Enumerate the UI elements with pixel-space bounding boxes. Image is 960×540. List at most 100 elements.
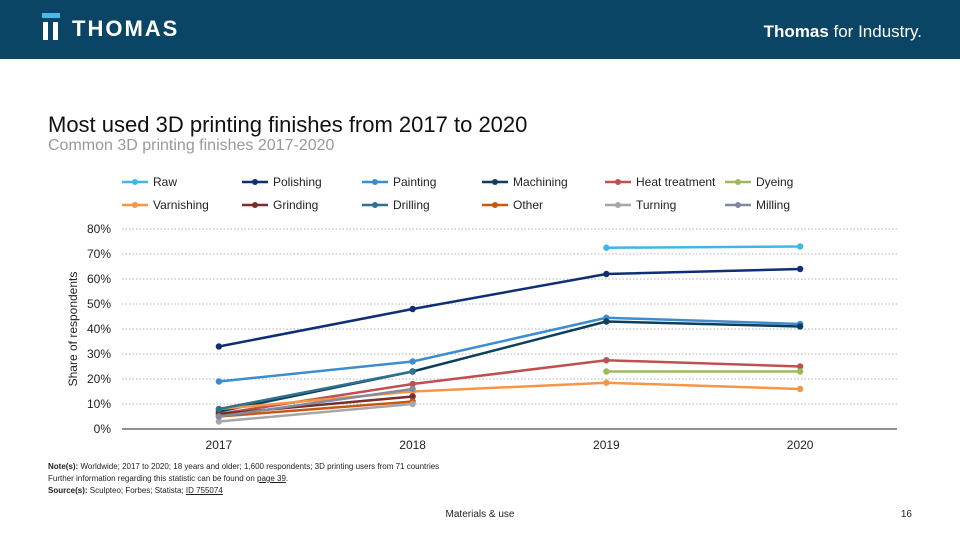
legend-label-other: Other [513,198,544,212]
series-line-milling [218,387,413,418]
series-line-painting [218,316,801,383]
thomas-logo-icon [42,13,60,41]
data-point-varnishing [796,385,804,393]
y-tick-label: 80% [87,222,111,236]
legend-swatch-raw [122,179,148,185]
data-point-heat-treatment [409,380,416,388]
header-bar: THOMAS Thomas for Industry. [0,0,960,59]
legend-swatch-heat-treatment [605,179,631,185]
y-tick-label: 40% [87,322,111,336]
y-tick-label: 50% [87,297,111,311]
legend-item-turning: Turning [603,195,676,215]
y-tick-label: 20% [87,372,111,386]
legend-item-polishing: Polishing [240,172,322,192]
thomas-logo[interactable]: THOMAS [42,12,179,42]
data-point-painting [409,358,416,365]
y-tick-label: 0% [94,422,112,436]
data-point-raw [603,244,610,251]
legend-item-varnishing: Varnishing [120,195,209,215]
data-point-polishing [603,270,610,278]
legend-item-raw: Raw [120,172,177,192]
legend-swatch-milling [725,202,751,208]
x-tick-label: 2017 [206,438,233,452]
legend-item-heat-treatment: Heat treatment [603,172,715,192]
further-info-link[interactable]: page 39 [257,474,286,483]
chart-subtitle: Common 3D printing finishes 2017-2020 [48,137,335,154]
series-painting [215,314,804,385]
legend-item-machining: Machining [480,172,568,192]
legend-label-milling: Milling [756,198,791,212]
tagline-rest: for Industry. [828,22,923,41]
note-text: Worldwide; 2017 to 2020; 18 years and ol… [78,462,440,471]
data-point-dyeing [603,368,610,375]
series-polishing [215,265,804,350]
legend-swatch-polishing [242,179,268,185]
data-point-polishing [796,265,804,273]
legend-item-milling: Milling [723,195,790,215]
footer-section-label: Materials & use [445,509,515,520]
legend-swatch-machining [482,179,508,185]
legend-swatch-dyeing [725,179,751,185]
data-point-grinding [409,393,416,400]
data-point-heat-treatment [796,363,804,370]
data-point-drilling [409,368,416,375]
series-line-polishing [218,267,801,348]
x-tick-label: 2020 [787,438,814,452]
series-milling [215,385,416,420]
line-chart: 0% 10% 20% 30% 40% 50% 60% 70% 80% 2017 2018 2019 20… [66,222,897,452]
y-tick-label: 30% [87,347,111,361]
legend-swatch-varnishing [122,202,148,208]
series-line-machining [218,320,801,413]
source-text: Sculpteo; Forbes; Statista; [87,486,186,495]
data-point-turning [409,400,416,408]
legend-label-painting: Painting [393,175,437,189]
chart-notes: Note(s): Worldwide; 2017 to 2020; 18 yea… [48,461,439,497]
data-point-machining [796,323,804,330]
data-point-painting [215,378,223,385]
legend-item-painting: Painting [360,172,436,192]
further-text: Further information regarding this stati… [48,474,257,483]
y-axis-label: Share of respondents [66,272,80,387]
legend-swatch-drilling [362,202,388,208]
legend-label-heat-treatment: Heat treatment [636,175,716,189]
source-id-link[interactable]: ID 755074 [185,486,223,495]
legend-item-dyeing: Dyeing [723,172,793,192]
tagline: Thomas for Industry. [764,22,922,42]
series-line-drilling [218,370,413,411]
legend-label-polishing: Polishing [273,175,322,189]
legend-label-drilling: Drilling [393,198,430,212]
series-line-turning [218,402,413,423]
legend-item-drilling: Drilling [360,195,430,215]
y-tick-label: 60% [87,272,111,286]
series-line-raw [606,245,801,249]
x-tick-label: 2019 [593,438,620,452]
page-number: 16 [900,509,912,520]
legend-label-grinding: Grinding [273,198,319,212]
data-point-dyeing [796,368,804,375]
y-tick-label: 70% [87,247,111,261]
legend-item-other: Other [480,195,543,215]
series-line-other [218,400,413,418]
series-drilling [215,368,416,413]
further-end: . [285,474,289,483]
data-point-turning [215,418,223,425]
y-tick-label: 10% [87,397,111,411]
data-point-polishing [409,305,416,313]
legend-label-dyeing: Dyeing [756,175,794,189]
logo-text: THOMAS [72,16,180,41]
legend-label-turning: Turning [636,198,677,212]
legend-label-varnishing: Varnishing [153,198,209,212]
legend-swatch-painting [362,179,388,185]
data-point-varnishing [603,379,610,386]
series-raw [603,243,804,251]
note-label: Note(s): [48,462,79,471]
legend-label-raw: Raw [153,175,178,189]
legend-swatch-grinding [242,202,268,208]
tagline-bold: Thomas [763,22,829,41]
data-point-polishing [215,343,223,350]
series-line-varnishing [218,381,801,411]
legend-swatch-other [482,202,508,208]
data-point-milling [409,385,416,393]
chart-title: Most used 3D printing finishes from 2017… [48,112,528,137]
data-point-raw [796,243,804,250]
